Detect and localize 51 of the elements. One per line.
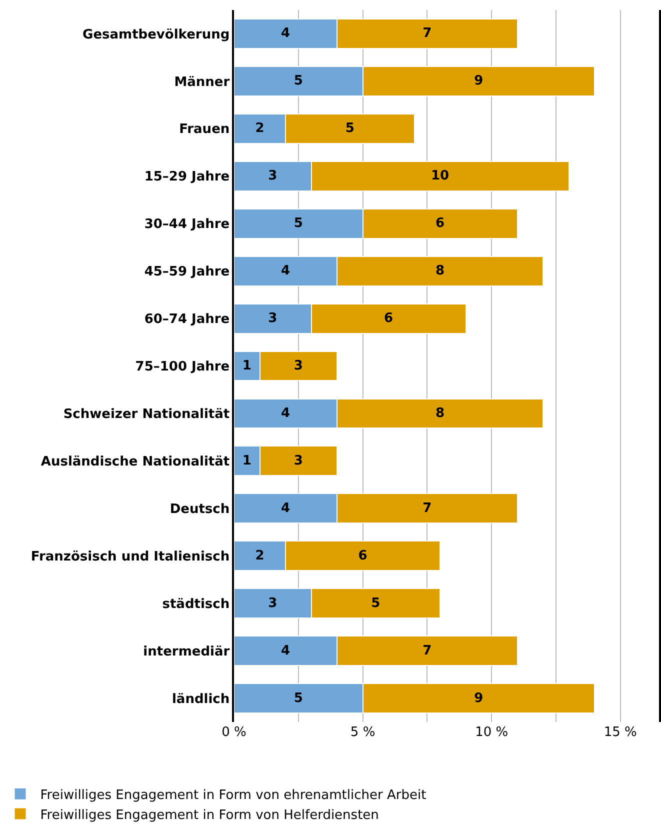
data-label: 7 xyxy=(422,500,432,516)
x-tick-label: 5 % xyxy=(350,725,376,740)
y-tick-label: Gesamtbevölkerung xyxy=(82,27,230,42)
data-label: 2 xyxy=(255,121,264,136)
data-label: 4 xyxy=(280,500,290,516)
x-tick-label: 0 % xyxy=(222,725,246,740)
y-tick-label: Deutsch xyxy=(170,502,230,517)
data-label: 8 xyxy=(436,264,445,279)
data-label: 3 xyxy=(268,596,278,611)
data-label: 6 xyxy=(436,216,445,232)
data-label: 5 xyxy=(294,690,303,706)
data-label: 6 xyxy=(384,311,394,326)
data-label: 4 xyxy=(280,643,290,658)
data-label: 7 xyxy=(422,26,432,42)
y-tick-label: 45–59 Jahre xyxy=(144,264,230,280)
y-tick-label: Ausländische Nationalität xyxy=(40,454,230,470)
data-label: 3 xyxy=(268,311,278,326)
x-tick-label: 15 % xyxy=(604,725,637,740)
y-tick-label: städtisch xyxy=(162,596,230,612)
data-label: 2 xyxy=(255,548,264,564)
y-tick-label: 75–100 Jahre xyxy=(135,360,230,375)
y-tick-label: intermediär xyxy=(143,644,230,660)
y-tick-label: Französisch und Italienisch xyxy=(30,549,230,564)
y-tick-label: 30–44 Jahre xyxy=(144,217,230,232)
legend-label: Freiwilliges Engagement in Form von Helferdiensten xyxy=(40,808,379,823)
data-label: 5 xyxy=(294,216,303,232)
y-tick-label: Schweizer Nationalität xyxy=(63,407,230,422)
y-tick-label: Frauen xyxy=(179,122,230,138)
y-tick-label: Männer xyxy=(174,74,230,90)
data-label: 1 xyxy=(242,358,252,374)
data-label: 5 xyxy=(371,596,380,611)
data-label: 3 xyxy=(294,453,303,468)
data-label: 9 xyxy=(474,74,484,89)
data-label: 10 xyxy=(431,168,450,184)
legend-label: Freiwilliges Engagement in Form von ehrenamtlicher Arbeit xyxy=(40,788,426,803)
data-label: 4 xyxy=(280,264,290,279)
data-label: 6 xyxy=(358,548,368,564)
y-tick-label: 15–29 Jahre xyxy=(144,170,230,185)
data-label: 3 xyxy=(294,358,303,374)
data-label: 5 xyxy=(345,121,354,136)
data-label: 1 xyxy=(242,453,252,468)
y-tick-label: ländlich xyxy=(172,692,230,707)
data-label: 7 xyxy=(422,643,432,658)
data-label: 4 xyxy=(280,406,290,421)
x-tick-label: 10 % xyxy=(475,725,508,740)
data-label: 8 xyxy=(436,406,445,421)
data-label: 9 xyxy=(474,690,484,706)
data-label: 5 xyxy=(294,74,303,89)
y-tick-label: 60–74 Jahre xyxy=(144,312,230,328)
data-label: 3 xyxy=(268,168,278,184)
data-label: 4 xyxy=(280,26,290,42)
